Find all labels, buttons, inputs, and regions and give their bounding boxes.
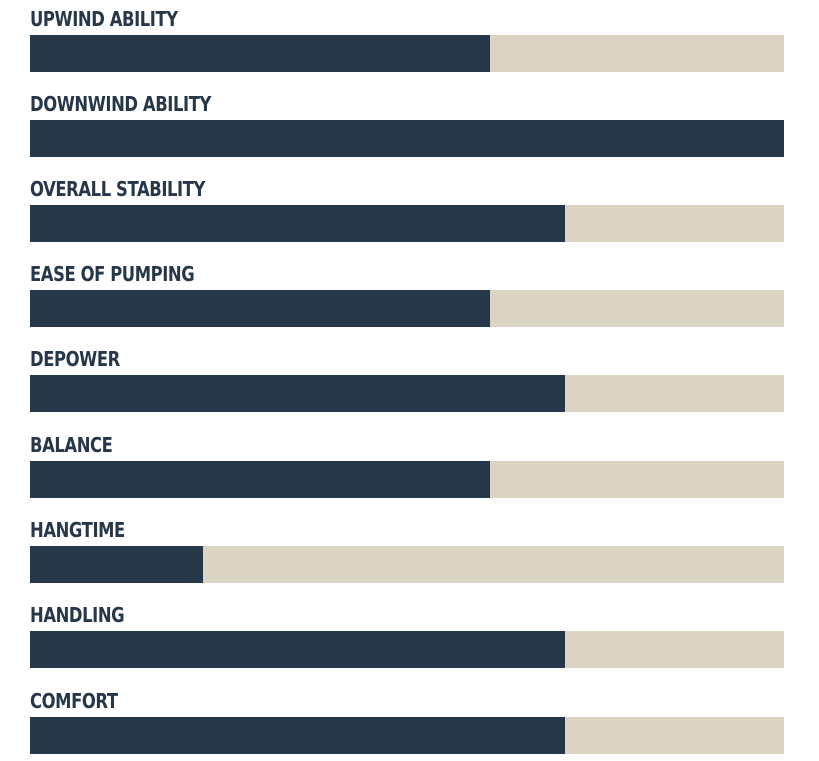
rating-comfort: COMFORT [30,682,784,754]
rating-fill [30,290,490,327]
rating-fill [30,631,565,668]
rating-hangtime: HANGTIME [30,511,784,583]
rating-fill [30,461,490,498]
rating-balance: BALANCE [30,426,784,498]
rating-ease-of-pumping: EASE OF PUMPING [30,255,784,327]
rating-label: COMFORT [30,689,118,713]
rating-fill [30,205,565,242]
rating-label: DEPOWER [30,347,120,371]
rating-track [30,375,784,412]
rating-depower: DEPOWER [30,340,784,412]
rating-fill [30,375,565,412]
rating-track [30,461,784,498]
rating-overall-stability: OVERALL STABILITY [30,170,784,242]
rating-track [30,546,784,583]
rating-fill [30,717,565,754]
rating-track [30,35,784,72]
rating-label: OVERALL STABILITY [30,177,205,201]
rating-track [30,717,784,754]
rating-track [30,290,784,327]
rating-track [30,205,784,242]
rating-fill [30,546,203,583]
rating-label: HANDLING [30,603,125,627]
rating-label: UPWIND ABILITY [30,7,178,31]
rating-label: BALANCE [30,433,113,457]
rating-downwind-ability: DOWNWIND ABILITY [30,85,784,157]
rating-label: EASE OF PUMPING [30,262,195,286]
rating-label: HANGTIME [30,518,125,542]
rating-fill [30,120,784,157]
rating-label: DOWNWIND ABILITY [30,92,211,116]
rating-fill [30,35,490,72]
rating-track [30,120,784,157]
rating-handling: HANDLING [30,596,784,668]
rating-track [30,631,784,668]
rating-upwind-ability: UPWIND ABILITY [30,0,784,72]
